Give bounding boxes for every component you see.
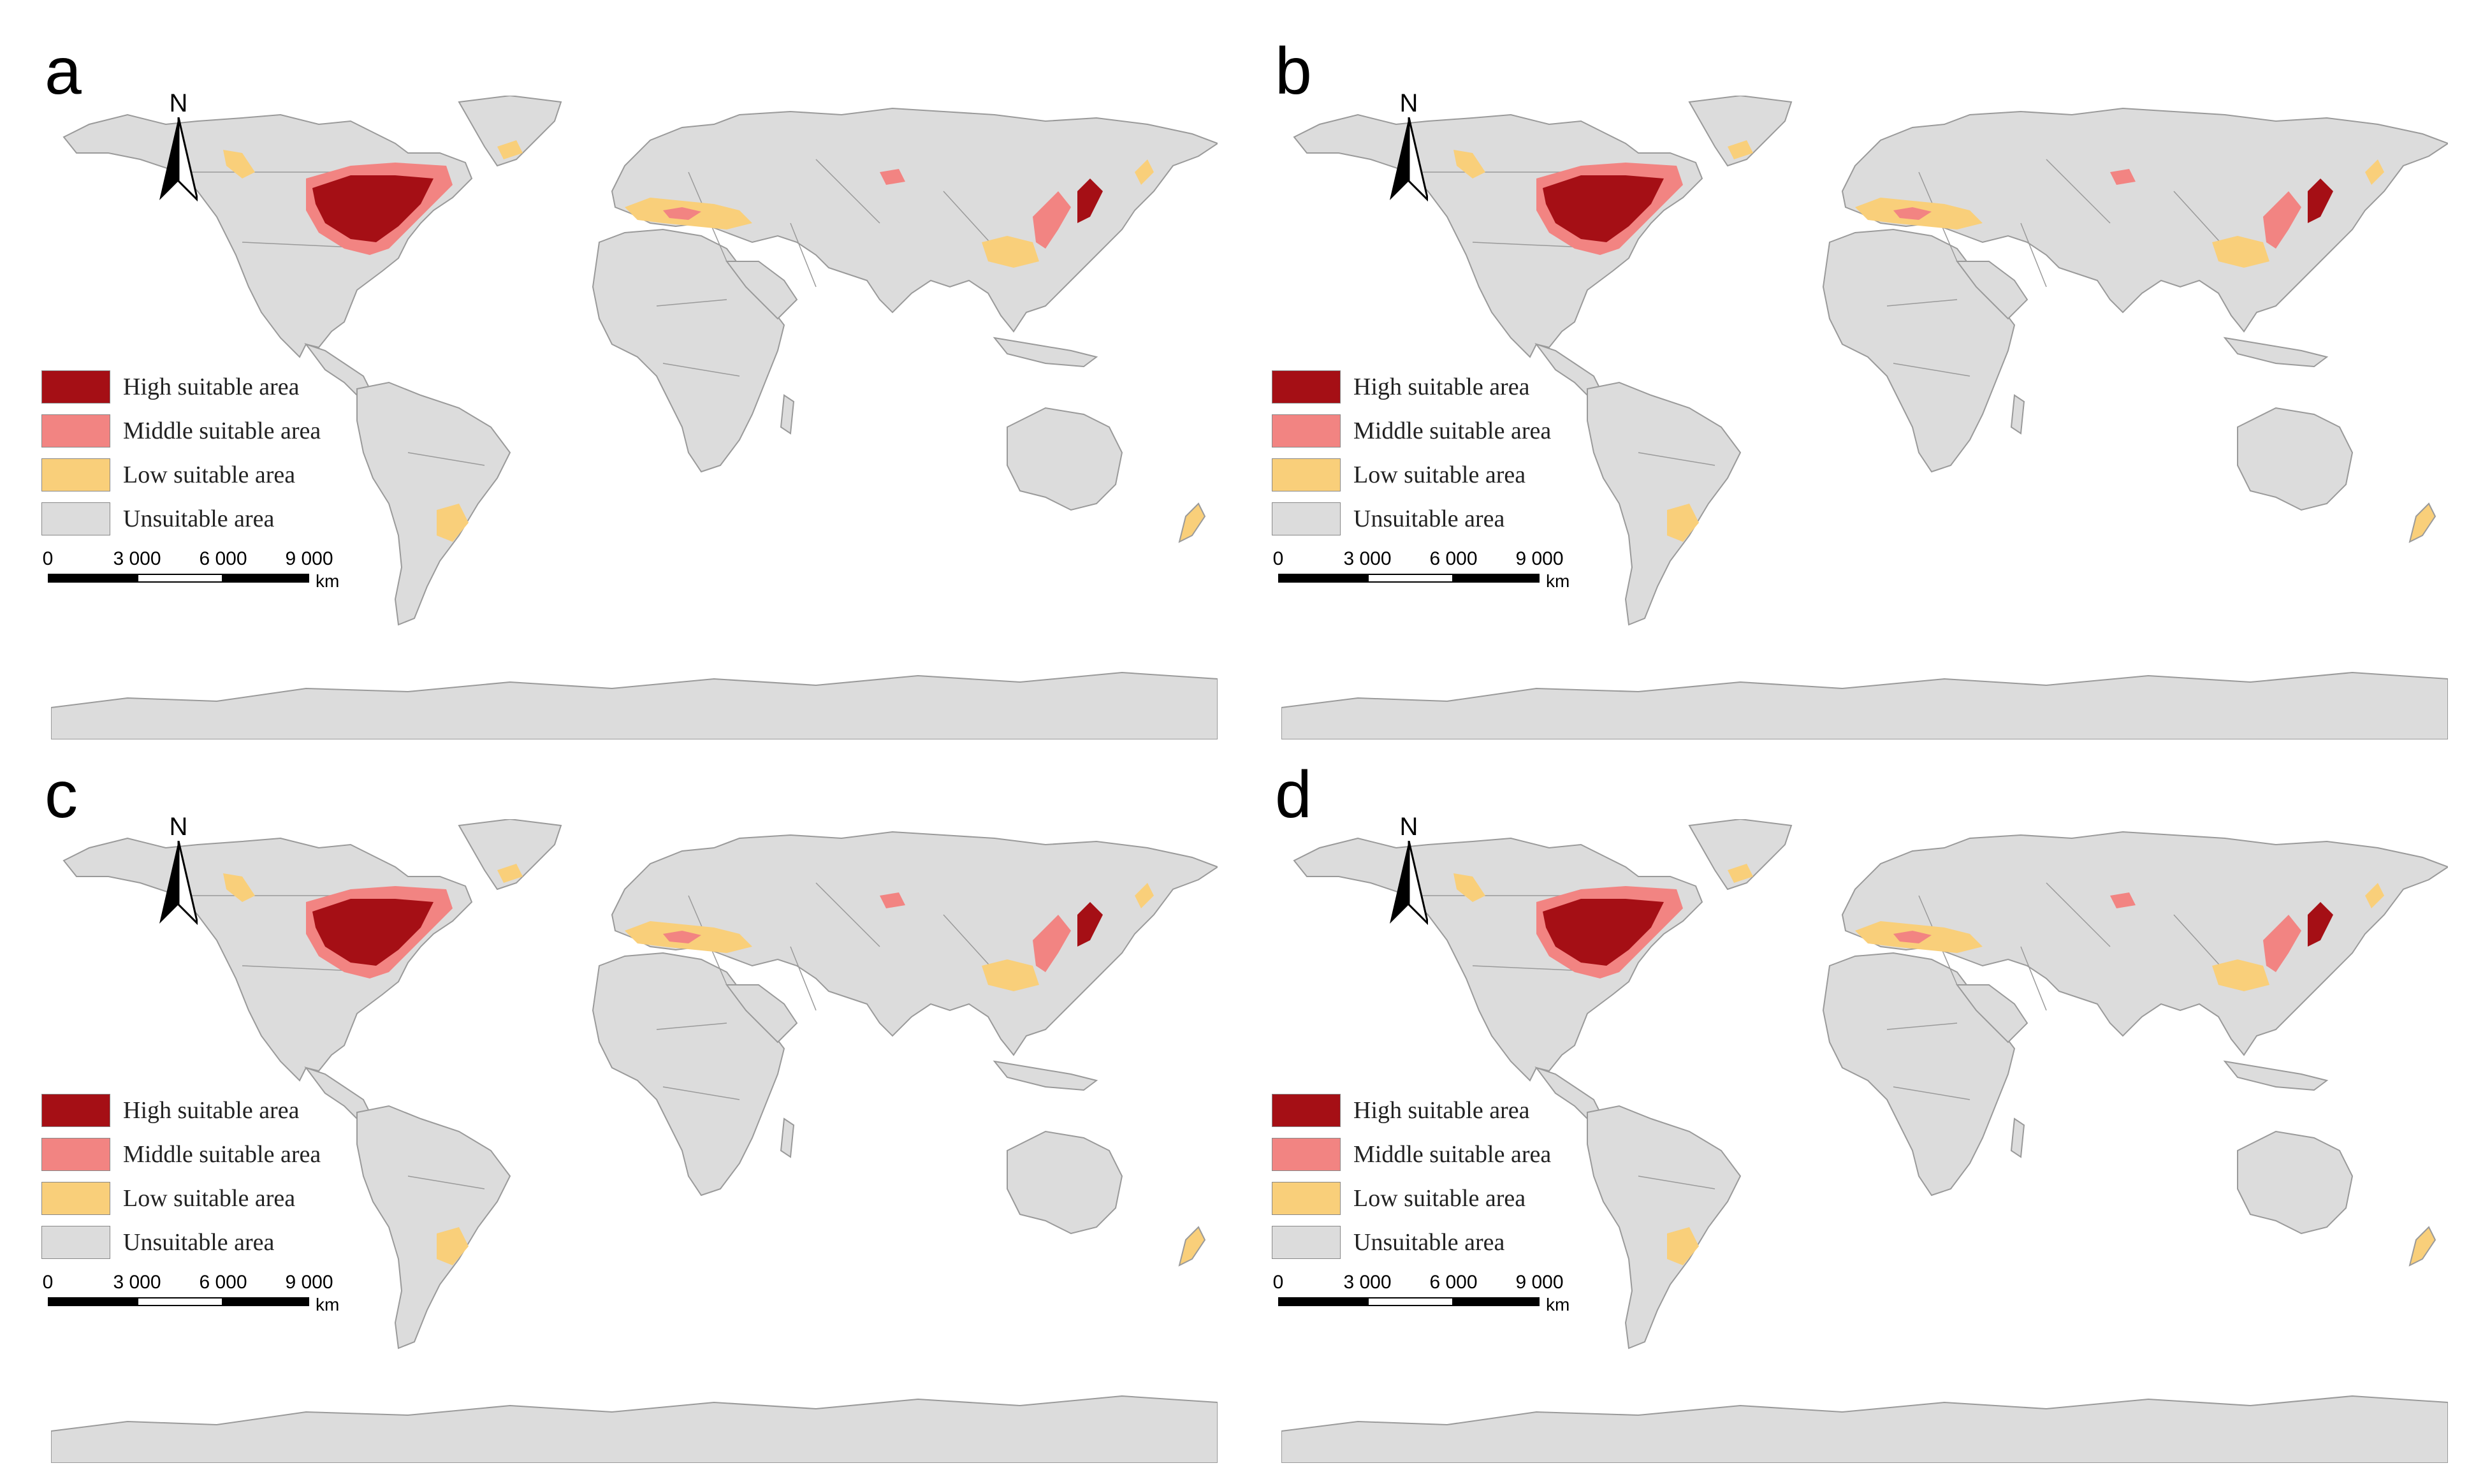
legend-label: Middle suitable area (1353, 1141, 1552, 1168)
map-panel-a: a N High suitable area Middle suitable a… (25, 25, 1256, 746)
legend-label: Middle suitable area (123, 418, 321, 444)
swatch-unsuitable (1272, 1226, 1341, 1259)
legend-label: Middle suitable area (123, 1141, 321, 1168)
legend-label: Unsuitable area (1353, 506, 1505, 532)
legend-label: Low suitable area (1353, 1185, 1526, 1212)
scale-segment (137, 574, 223, 583)
scale-bar: 0 3 000 6 000 9 000 km (1273, 548, 1610, 612)
scale-tick: 3 000 (1343, 1272, 1392, 1293)
scale-tick: 3 000 (113, 548, 161, 569)
scale-tick: 6 000 (199, 548, 247, 569)
map-panel-c: c N High suitable area Middle suitable a… (25, 749, 1256, 1469)
legend-label: High suitable area (1353, 1097, 1530, 1124)
swatch-middle (41, 414, 110, 447)
scale-segment (1278, 574, 1367, 583)
scale-tick: 3 000 (113, 1272, 161, 1293)
north-arrow-icon (159, 117, 198, 202)
legend-label: Low suitable area (123, 462, 296, 488)
panel-letter: b (1275, 34, 1312, 108)
legend-label: High suitable area (123, 374, 300, 400)
scale-unit: km (316, 1295, 340, 1314)
legend-label: Low suitable area (123, 1185, 296, 1212)
north-label: N (169, 89, 188, 117)
swatch-high (1272, 370, 1341, 404)
north-label: N (1399, 89, 1418, 117)
scale-tick: 3 000 (1343, 548, 1392, 569)
scale-tick: 9 000 (285, 1272, 333, 1293)
scale-segment (223, 1297, 309, 1306)
swatch-low (41, 458, 110, 491)
scale-segment (1453, 574, 1540, 583)
north-arrow-icon (159, 841, 198, 926)
panel-letter: d (1275, 758, 1312, 832)
legend-label: Unsuitable area (1353, 1229, 1505, 1256)
legend-label: High suitable area (1353, 374, 1530, 400)
swatch-unsuitable (41, 1226, 110, 1259)
scale-segment (1278, 1297, 1367, 1306)
scale-tick: 6 000 (1429, 1272, 1478, 1293)
scale-unit: km (316, 571, 340, 591)
north-arrow: N (1390, 89, 1460, 217)
scale-segment (137, 1297, 223, 1306)
swatch-high (41, 1094, 110, 1127)
north-label: N (1399, 813, 1418, 841)
scale-segment (1453, 1297, 1540, 1306)
north-arrow: N (159, 89, 229, 217)
scale-segment (48, 574, 137, 583)
swatch-low (41, 1182, 110, 1215)
swatch-high (41, 370, 110, 404)
legend-label: Middle suitable area (1353, 418, 1552, 444)
swatch-middle (41, 1138, 110, 1171)
swatch-low (1272, 458, 1341, 491)
swatch-low (1272, 1182, 1341, 1215)
scale-unit: km (1546, 571, 1570, 591)
legend-label: Unsuitable area (123, 506, 275, 532)
scale-bar: 0 3 000 6 000 9 000 km (1273, 1272, 1610, 1335)
scale-segment (223, 574, 309, 583)
north-label: N (169, 813, 188, 841)
north-arrow-icon (1390, 841, 1428, 926)
scale-tick: 9 000 (1515, 1272, 1564, 1293)
scale-tick: 0 (1272, 548, 1284, 569)
swatch-middle (1272, 414, 1341, 447)
north-arrow: N (159, 813, 229, 940)
swatch-unsuitable (1272, 502, 1341, 535)
legend-label: Unsuitable area (123, 1229, 275, 1256)
swatch-unsuitable (41, 502, 110, 535)
panel-letter: c (45, 758, 78, 832)
scale-tick: 0 (1272, 1272, 1284, 1293)
scale-segment (48, 1297, 137, 1306)
north-arrow: N (1390, 813, 1460, 940)
scale-segment (1367, 574, 1453, 583)
scale-tick: 9 000 (1515, 548, 1564, 569)
swatch-middle (1272, 1138, 1341, 1171)
scale-bar: 0 3 000 6 000 9 000 km (43, 1272, 379, 1335)
swatch-high (1272, 1094, 1341, 1127)
north-arrow-icon (1390, 117, 1428, 202)
scale-unit: km (1546, 1295, 1570, 1314)
scale-tick: 0 (42, 548, 54, 569)
map-panel-b: b N High suitable area Middle suitable a… (1256, 25, 2476, 746)
legend-label: High suitable area (123, 1097, 300, 1124)
scale-tick: 6 000 (1429, 548, 1478, 569)
scale-tick: 9 000 (285, 548, 333, 569)
scale-bar: 0 3 000 6 000 9 000 km (43, 548, 379, 612)
scale-tick: 6 000 (199, 1272, 247, 1293)
legend-label: Low suitable area (1353, 462, 1526, 488)
scale-tick: 0 (42, 1272, 54, 1293)
map-panel-d: d N High suitable area Middle suitable a… (1256, 749, 2476, 1469)
panel-letter: a (45, 34, 82, 108)
scale-segment (1367, 1297, 1453, 1306)
